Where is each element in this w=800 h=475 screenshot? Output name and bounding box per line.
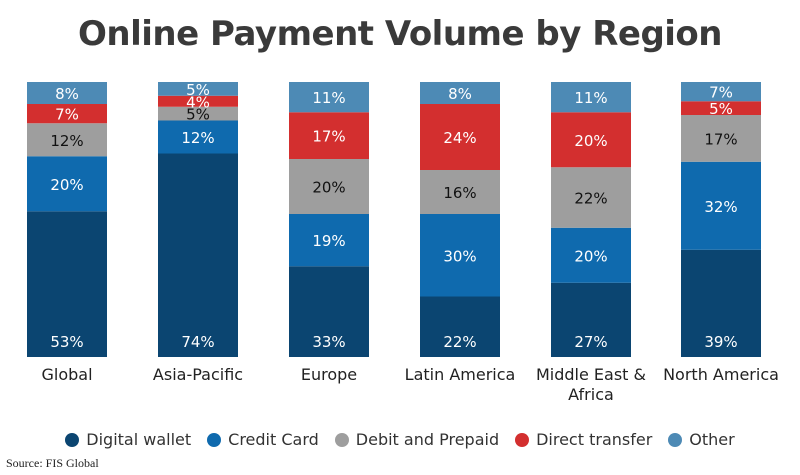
bar-europe-credit-card <box>289 214 369 267</box>
data-label-middle-east-africa-other: 11% <box>574 89 607 107</box>
legend-label-direct-transfer: Direct transfer <box>536 430 653 449</box>
data-label-latin-america-other: 8% <box>448 85 472 103</box>
data-label-asia-pacific-direct-transfer: 4% <box>186 93 210 111</box>
legend-swatch-credit-card <box>207 432 222 447</box>
bar-north-america-credit-card <box>681 161 761 250</box>
bar-global-direct-transfer <box>27 104 107 124</box>
data-label-global-other: 8% <box>55 85 79 103</box>
legend-swatch-direct-transfer <box>515 432 530 447</box>
bar-latin-america-debit-and-prepaid <box>420 170 500 214</box>
legend-swatch-other <box>668 432 683 447</box>
chart-title: Online Payment Volume by Region <box>78 14 723 54</box>
bar-latin-america-direct-transfer <box>420 104 500 170</box>
bar-middle-east-africa-debit-and-prepaid <box>551 167 631 228</box>
data-label-europe-digital-wallet: 33% <box>312 333 345 351</box>
data-label-asia-pacific-debit-and-prepaid: 5% <box>186 106 210 124</box>
legend-item-digital-wallet: Digital wallet <box>65 430 191 449</box>
data-label-global-credit-card: 20% <box>50 176 83 194</box>
legend-item-other: Other <box>668 430 735 449</box>
data-label-asia-pacific-other: 5% <box>186 81 210 99</box>
bar-global-credit-card <box>27 156 107 212</box>
data-label-north-america-digital-wallet: 39% <box>704 333 737 351</box>
legend-label-debit-and-prepaid: Debit and Prepaid <box>355 430 500 449</box>
data-label-middle-east-africa-debit-and-prepaid: 22% <box>574 190 607 208</box>
data-label-north-america-debit-and-prepaid: 17% <box>704 130 737 148</box>
data-label-global-digital-wallet: 53% <box>50 333 83 351</box>
legend-label-credit-card: Credit Card <box>228 430 319 449</box>
bar-middle-east-africa-other <box>551 82 631 113</box>
bar-europe-digital-wallet <box>289 266 369 357</box>
legend-item-credit-card: Credit Card <box>207 430 319 449</box>
bar-north-america-digital-wallet <box>681 249 761 357</box>
x-tick-label-global: Global <box>41 365 92 384</box>
data-label-latin-america-debit-and-prepaid: 16% <box>443 184 476 202</box>
x-tick-label-europe: Europe <box>301 365 357 384</box>
data-label-north-america-credit-card: 32% <box>704 198 737 216</box>
legend-label-other: Other <box>689 430 735 449</box>
data-label-asia-pacific-credit-card: 12% <box>181 129 214 147</box>
bar-asia-pacific-credit-card <box>158 120 238 154</box>
legend: Digital wallet Credit Card Debit and Prepa… <box>0 430 800 449</box>
data-label-north-america-other: 7% <box>709 84 733 102</box>
x-tick-label-north-america: North America <box>663 365 779 384</box>
bar-global-other <box>27 82 107 104</box>
bar-north-america-debit-and-prepaid <box>681 115 761 162</box>
legend-item-direct-transfer: Direct transfer <box>515 430 652 449</box>
data-label-europe-debit-and-prepaid: 20% <box>312 179 345 197</box>
data-label-middle-east-africa-direct-transfer: 20% <box>574 132 607 150</box>
bar-middle-east-africa-credit-card <box>551 227 631 283</box>
data-label-latin-america-credit-card: 30% <box>443 247 476 265</box>
x-tick-label-latin-america: Latin America <box>405 365 516 384</box>
source-note: Source: FIS Global <box>6 456 99 470</box>
data-label-asia-pacific-digital-wallet: 74% <box>181 333 214 351</box>
data-label-latin-america-direct-transfer: 24% <box>443 129 476 147</box>
legend-item-debit-and-prepaid: Debit and Prepaid <box>334 430 500 449</box>
bar-europe-direct-transfer <box>289 112 369 159</box>
bar-middle-east-africa-digital-wallet <box>551 282 631 357</box>
bar-global-debit-and-prepaid <box>27 123 107 157</box>
bar-north-america-other <box>681 82 761 102</box>
data-label-europe-other: 11% <box>312 89 345 107</box>
legend-label-digital-wallet: Digital wallet <box>86 430 192 449</box>
data-label-global-direct-transfer: 7% <box>55 106 79 124</box>
bar-latin-america-credit-card <box>420 214 500 297</box>
bar-north-america-direct-transfer <box>681 101 761 115</box>
bar-middle-east-africa-direct-transfer <box>551 112 631 168</box>
bar-asia-pacific-digital-wallet <box>158 153 238 357</box>
data-label-europe-direct-transfer: 17% <box>312 128 345 146</box>
x-tick-label-middle-east-africa: Middle East & Africa <box>536 365 646 404</box>
bar-asia-pacific-direct-transfer <box>158 95 238 107</box>
data-label-north-america-direct-transfer: 5% <box>709 100 733 118</box>
bar-asia-pacific-other <box>158 82 238 96</box>
data-label-latin-america-digital-wallet: 22% <box>443 333 476 351</box>
bar-europe-debit-and-prepaid <box>289 159 369 214</box>
x-tick-label-asia-pacific: Asia-Pacific <box>153 365 243 384</box>
bar-latin-america-digital-wallet <box>420 296 500 357</box>
data-label-middle-east-africa-digital-wallet: 27% <box>574 333 607 351</box>
data-label-global-debit-and-prepaid: 12% <box>50 132 83 150</box>
bar-asia-pacific-debit-and-prepaid <box>158 106 238 121</box>
legend-swatch-debit-and-prepaid <box>334 432 349 447</box>
bar-europe-other <box>289 82 369 113</box>
data-label-europe-credit-card: 19% <box>312 232 345 250</box>
bar-latin-america-other <box>420 82 500 104</box>
bar-global-digital-wallet <box>27 211 107 357</box>
legend-swatch-digital-wallet <box>65 432 80 447</box>
data-label-middle-east-africa-credit-card: 20% <box>574 247 607 265</box>
